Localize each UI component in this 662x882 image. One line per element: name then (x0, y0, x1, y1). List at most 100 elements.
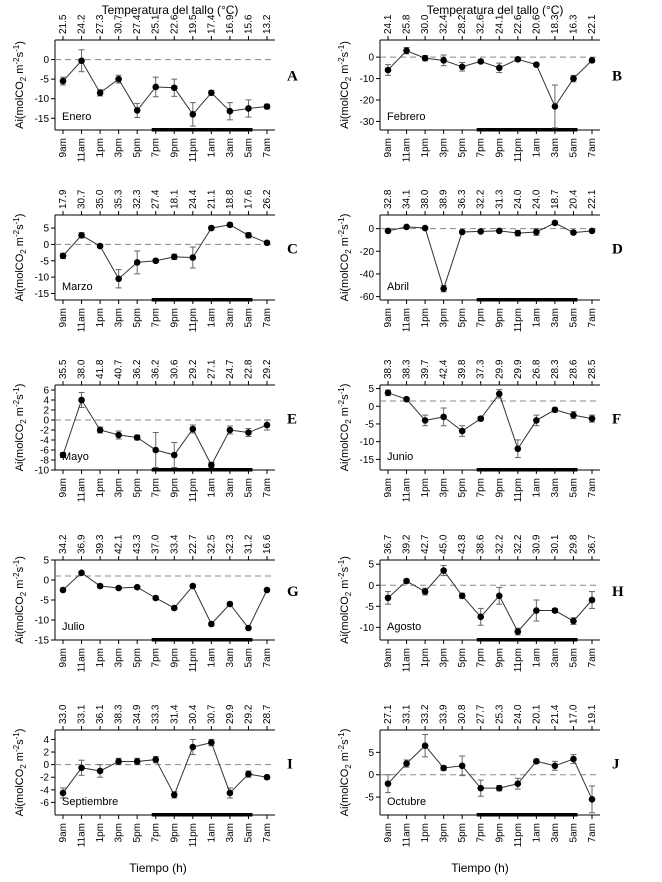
x-tick-label: 3pm (439, 823, 450, 842)
data-point (78, 764, 85, 772)
temperature-label: 32.6 (476, 14, 487, 34)
y-label-part: -2 (12, 744, 21, 752)
y-label-part: s (14, 224, 26, 230)
data-point (170, 604, 178, 612)
y-tick-label: 0 (368, 770, 374, 781)
data-point (440, 567, 447, 574)
y-label-part: m (339, 580, 351, 592)
temperature-label: 34.1 (402, 189, 413, 209)
y-tick-label: -10 (35, 94, 50, 105)
temperature-label: 38.3 (114, 704, 125, 724)
data-point (533, 758, 540, 765)
data-point (495, 592, 503, 600)
data-point (421, 224, 429, 232)
x-tick-label: 1am (206, 308, 217, 327)
temperature-label: 24.0 (513, 704, 524, 724)
data-point (189, 582, 197, 590)
y-tick-label: 5 (368, 560, 374, 571)
temperature-label: 22.6 (169, 14, 180, 34)
data-point (59, 77, 67, 85)
temperature-label: 42.7 (420, 534, 431, 554)
temperature-label: 24.2 (77, 14, 88, 34)
y-label-part: -1 (337, 732, 346, 740)
temperature-label: 29.8 (568, 534, 579, 554)
panel-letter: I (287, 756, 293, 772)
temperature-label: 26.8 (531, 359, 542, 379)
x-tick-label: 11am (402, 308, 413, 332)
x-tick-label: 5am (568, 823, 579, 842)
temperature-label: 30.9 (531, 534, 542, 554)
temperature-label: 24.7 (225, 359, 236, 379)
data-point (533, 417, 540, 424)
data-point (115, 275, 122, 283)
y-label-part: 2 (344, 591, 353, 596)
temperature-label: 32.3 (132, 189, 143, 209)
panel-letter: A (287, 69, 298, 85)
y-tick-label: 0 (43, 240, 49, 251)
x-tick-label: 1am (206, 478, 217, 497)
night-bar (151, 813, 253, 817)
y-label-part: -2 (12, 57, 21, 65)
data-point (384, 594, 392, 602)
month-label: Febrero (387, 111, 426, 123)
data-point (458, 427, 466, 435)
temperature-label: 34.9 (132, 704, 143, 724)
temperature-label: 36.7 (587, 534, 598, 554)
data-point (440, 57, 447, 64)
y-label-part: -1 (12, 217, 21, 225)
temperature-label: 38.9 (439, 189, 450, 209)
x-tick-label: 3pm (114, 308, 125, 327)
y-tick-label: -60 (360, 292, 375, 303)
temperature-label: 32.3 (225, 534, 236, 554)
series-line (62, 398, 268, 467)
data-point (403, 47, 410, 55)
x-tick-label: 9am (58, 648, 69, 667)
temperature-label: 29.2 (243, 704, 254, 724)
x-tick-label: 1am (531, 823, 542, 842)
month-label: Abril (387, 281, 409, 293)
x-tick-label: 9pm (169, 823, 180, 842)
data-point (477, 58, 485, 65)
data-point (208, 89, 215, 97)
panel-C: 5 0 -5 -10 -15 9am 11am 1pm 3pm 5pm 7pm 9pm 11pm 1am 3… (12, 189, 298, 332)
y-label-part: -1 (12, 387, 21, 395)
data-point (477, 613, 485, 621)
panel-letter: G (287, 584, 299, 600)
y-tick-label: -2 (40, 773, 49, 784)
y-label-part: 2 (19, 591, 28, 596)
x-tick-label: 3am (550, 478, 561, 497)
data-point (245, 429, 252, 436)
y-tick-label: 4 (43, 735, 49, 746)
y-label-part: m (14, 752, 26, 764)
y-label-part: m (14, 65, 26, 77)
temperature-label: 19.1 (587, 704, 598, 724)
data-point (263, 239, 271, 247)
temperature-label: 27.1 (383, 704, 394, 724)
data-point (170, 791, 178, 799)
x-tick-label: 3am (225, 478, 236, 497)
y-tick-label: 2 (43, 748, 49, 759)
x-tick-label: 11am (77, 138, 88, 162)
x-tick-label: 9pm (494, 648, 505, 667)
temperature-label: 39.3 (95, 534, 106, 554)
panel-letter: C (287, 241, 298, 257)
data-point (170, 84, 178, 92)
series-line (387, 569, 593, 633)
temperature-label: 38.0 (77, 359, 88, 379)
data-point (588, 57, 596, 64)
temperature-label: 32.8 (383, 189, 394, 209)
temperature-label: 28.6 (568, 359, 579, 379)
panel-letter: D (612, 241, 623, 257)
y-axis-label: Ai(molCO2 m-2s-1) (12, 41, 28, 129)
month-label: Julio (62, 621, 85, 633)
x-tick-label: 9pm (169, 138, 180, 157)
temperature-label: 15.6 (243, 14, 254, 34)
y-label-part: m (339, 752, 351, 764)
x-tick-label: 11am (402, 648, 413, 672)
y-label-part: 2 (19, 76, 28, 81)
x-tick-label: 11am (402, 823, 413, 847)
temperature-label: 30.7 (114, 14, 125, 34)
data-point (263, 103, 271, 110)
y-tick-label: 5 (368, 748, 374, 759)
